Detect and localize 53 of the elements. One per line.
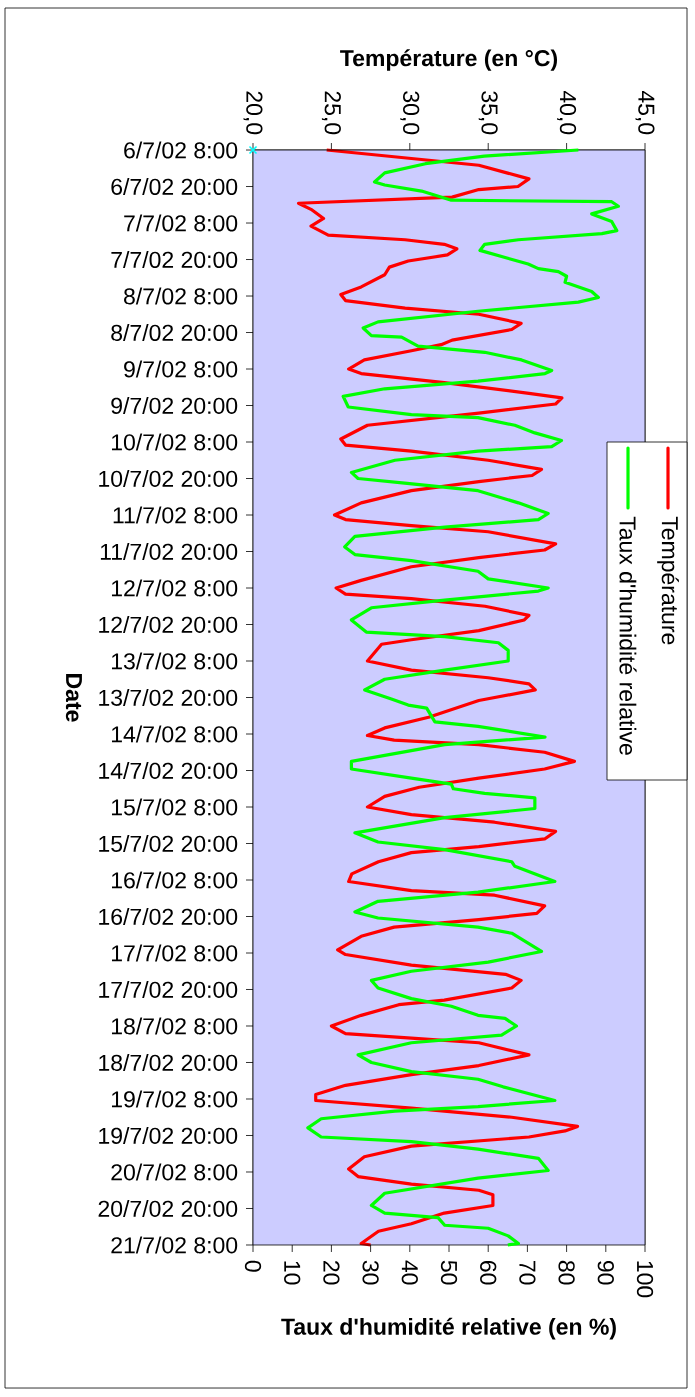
y-tick-label: 12/7/02 8:00 [111,579,238,597]
y-tick-label: 10/7/02 20:00 [99,470,238,487]
y-tick-label: 9/7/02 8:00 [124,360,238,378]
y-tick-label: 17/7/02 8:00 [111,944,238,962]
x2-axis-title: Température (en °C) [340,49,558,71]
x2-tick-label: 30,0 [400,91,420,135]
x-tick-label: 20 [323,1261,340,1285]
y-tick-label: 11/7/02 20:00 [100,543,238,560]
y-tick-label: 18/7/02 8:00 [111,1017,238,1035]
x-tick-label: 70 [519,1261,536,1285]
y-tick-label: 9/7/02 20:00 [111,397,238,414]
y-tick-label: 8/7/02 20:00 [111,324,238,341]
y-tick-label: 14/7/02 20:00 [99,762,238,779]
y-tick-label: 20/7/02 20:00 [98,1200,238,1217]
x-tick-label: 30 [362,1260,379,1285]
y-tick-label: 7/7/02 20:00 [111,251,238,268]
x2-tick-label: 45,0 [635,90,655,135]
y-tick-label: 15/7/02 20:00 [99,835,238,852]
x-tick-label: 90 [597,1260,614,1285]
x-tick-label: 50 [440,1260,458,1285]
x-tick-label: 40 [401,1260,418,1285]
y-tick-label: 13/7/02 20:00 [99,689,238,706]
y-tick-label: 21/7/02 8:00 [111,1236,238,1254]
x2-tick-label: 20,0 [243,91,263,135]
y-tick-label: 12/7/02 20:00 [99,616,238,633]
y-tick-label: 20/7/02 8:00 [111,1163,238,1181]
y-tick-label: 10/7/02 8:00 [111,433,238,451]
y-tick-label: 17/7/02 20:00 [99,981,238,998]
x2-tick-label: 40,0 [557,90,577,135]
x-axis-title: Taux d'humidité relative (en %) [281,1317,616,1340]
y-tick-label: 19/7/02 20:00 [99,1127,238,1144]
x-tick-label: 0 [244,1260,262,1272]
text: Température [657,516,679,645]
x2-tick-label: 25,0 [321,91,341,135]
y-tick-label: 11/7/02 8:00 [113,506,238,524]
y-tick-label: 6/7/02 8:00 [124,141,238,159]
y-tick-label: 7/7/02 8:00 [124,214,238,232]
y-tick-label: 19/7/02 8:00 [111,1090,238,1108]
x-tick-label: 100 [636,1261,654,1298]
y-tick-label: 16/7/02 20:00 [99,908,238,925]
y-tick-label: 15/7/02 8:00 [111,798,238,816]
y-tick-label: 18/7/02 20:00 [99,1054,238,1071]
x2-tick-label: 35,0 [478,91,498,135]
text: Taux d'humidité relative [619,516,637,755]
x-tick-label: 60 [480,1261,497,1285]
y-tick-label: 8/7/02 8:00 [124,287,238,305]
y-axis-title: Date [65,674,82,722]
y-tick-label: 16/7/02 8:00 [111,871,238,889]
y-tick-label: 14/7/02 8:00 [111,725,238,743]
x-tick-label: 10 [284,1261,301,1285]
x-tick-label: 80 [558,1260,575,1285]
y-tick-label: 6/7/02 20:00 [111,178,238,195]
y-tick-label: 13/7/02 8:00 [111,652,238,670]
